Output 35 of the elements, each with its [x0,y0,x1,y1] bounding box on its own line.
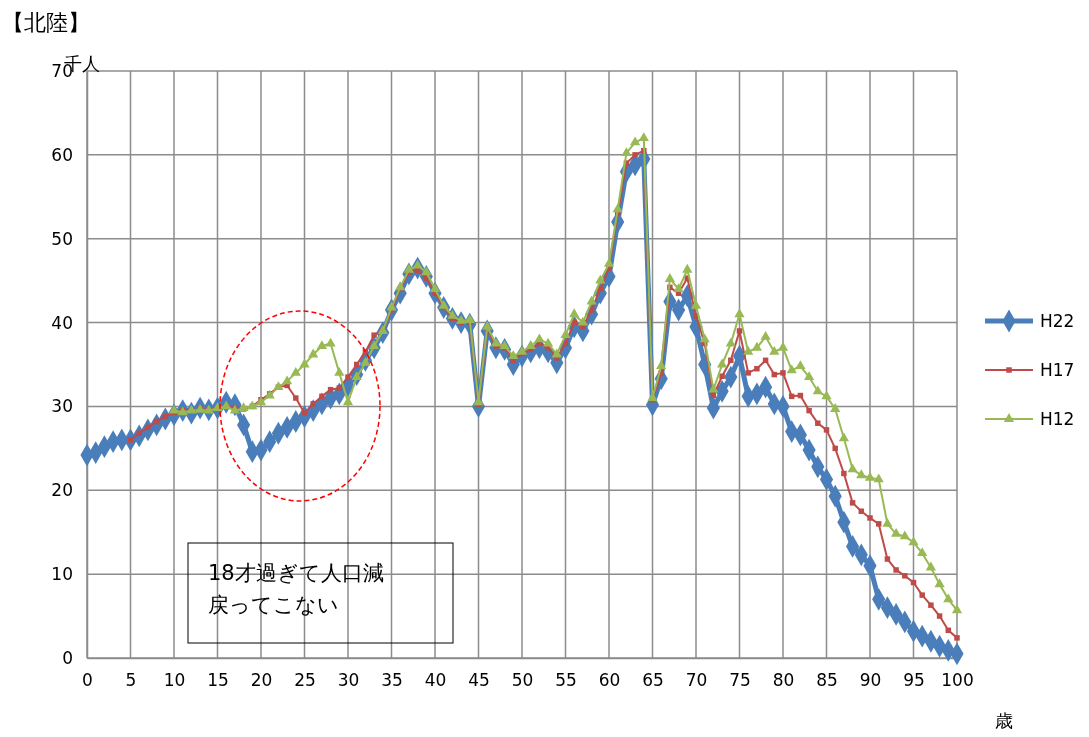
chart-title: 【北陸】 [2,10,90,35]
x-tick-label: 65 [642,670,664,691]
y-tick-label: 40 [51,312,73,333]
x-tick-label: 80 [772,670,795,691]
x-tick-label: 100 [941,670,974,691]
annotation: 戻ってこない [208,593,339,617]
y-tick-label: 60 [51,144,73,165]
y-tick-label: 10 [51,564,73,585]
x-tick-label: 55 [555,670,577,691]
x-tick-label: 15 [207,670,229,691]
y-tick-label: 20 [51,480,73,501]
x-tick-label: 5 [125,670,137,691]
x-tick-label: 45 [468,670,490,691]
x-tick-label: 30 [337,670,360,691]
y-tick-label: 30 [51,396,73,417]
legend-label: H17 [1040,360,1075,380]
y-tick-label: 50 [51,228,73,249]
x-tick-label: 85 [816,670,838,691]
x-tick-label: 10 [163,670,186,691]
x-tick-label: 20 [250,670,273,691]
x-tick-label: 40 [424,670,447,691]
x-tick-label: 25 [294,670,316,691]
x-tick-label: 0 [82,670,93,691]
x-tick-label: 90 [859,670,882,691]
x-axis-title: 歳 [995,710,1013,731]
y-tick-label: 0 [62,647,73,668]
x-tick-label: 70 [685,670,708,691]
x-tick-label: 75 [729,670,751,691]
x-tick-label: 35 [381,670,403,691]
x-tick-label: 95 [903,670,925,691]
x-tick-label: 60 [598,670,621,691]
legend-label: H22 [1040,311,1075,331]
annotation: 18才過ぎて人口減 [208,561,384,585]
x-tick-label: 50 [511,670,534,691]
legend-label: H12 [1040,409,1075,429]
